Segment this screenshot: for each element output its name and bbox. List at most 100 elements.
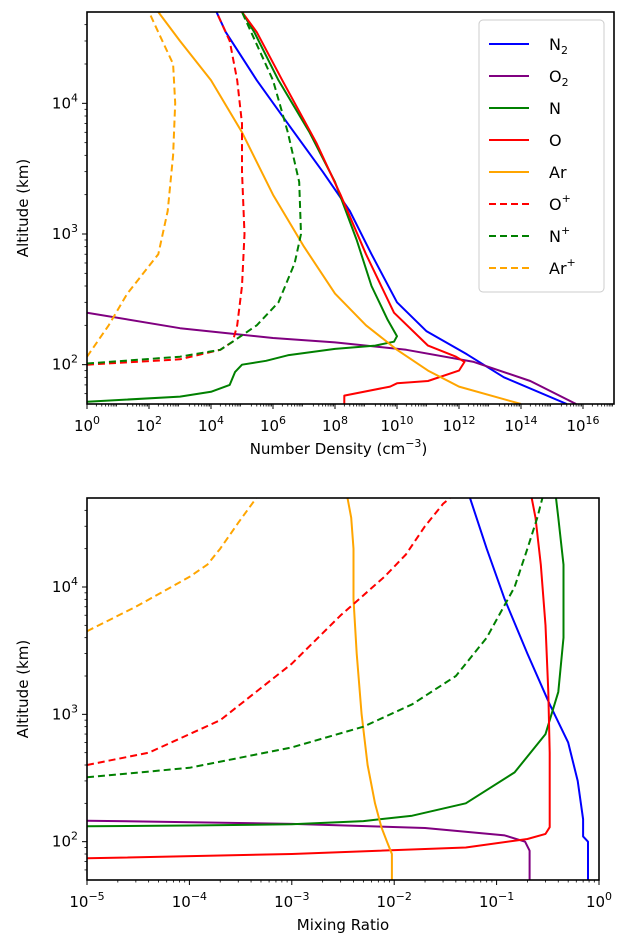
- y-tick-label-exp: 3: [71, 222, 78, 235]
- x-tick-label-exp: −5: [88, 890, 104, 903]
- x-tick-label-base: 10: [586, 893, 605, 911]
- series-line-1-6: [87, 12, 302, 365]
- x-tick-label-base: 10: [69, 893, 88, 911]
- y-tick-label: 103: [52, 222, 78, 243]
- y-tick-label-exp: 4: [71, 91, 78, 104]
- y-tick-label-base: 10: [52, 225, 71, 243]
- y-tick-label-exp: 2: [71, 830, 78, 843]
- y-axis-label: Altitude (km): [14, 159, 32, 257]
- x-axis-label: Number Density (cm−3): [250, 437, 428, 458]
- legend-label: O2: [549, 67, 569, 89]
- x-tick-label: 10−2: [377, 890, 412, 911]
- legend-label-name: Ar: [549, 163, 567, 182]
- x-tick-label-exp: 10: [400, 414, 414, 427]
- legend-label-name: O: [549, 195, 562, 214]
- x-axis-label-text: Mixing Ratio: [297, 916, 389, 934]
- series-line-2-4: [346, 498, 393, 880]
- x-tick-label-base: 10: [566, 417, 585, 435]
- plot-area: [87, 498, 589, 880]
- series-line-1-0: [215, 12, 568, 404]
- x-axis-label-suffix: ): [421, 440, 427, 458]
- series-line-2-5: [87, 498, 451, 766]
- legend-label-name: O: [549, 131, 562, 150]
- y-tick-label-exp: 2: [71, 353, 78, 366]
- x-tick-label-exp: −2: [396, 890, 412, 903]
- x-tick-label-exp: 16: [586, 414, 600, 427]
- y-tick-label: 104: [52, 575, 78, 596]
- y-tick-label-base: 10: [52, 94, 71, 112]
- x-tick-label-base: 10: [380, 417, 399, 435]
- x-tick-label-exp: 8: [341, 414, 348, 427]
- x-tick-label: 1012: [442, 414, 475, 435]
- y-tick-label-base: 10: [52, 578, 71, 596]
- series-line-2-0: [469, 498, 589, 880]
- x-tick-label: 100: [586, 890, 612, 911]
- y-tick-label-base: 10: [52, 833, 71, 851]
- x-tick-label: 10−4: [172, 890, 207, 911]
- chart-panel-1: 100 102 104 106 108 1010 1012 1014 1016102103104…: [14, 11, 615, 458]
- x-tick-label-exp: −1: [498, 890, 514, 903]
- legend-label-name: N: [549, 99, 561, 118]
- series-line-2-6: [87, 498, 544, 779]
- series-line-2-7: [87, 498, 258, 633]
- y-tick-label-exp: 3: [71, 702, 78, 715]
- legend-label: N+: [549, 224, 570, 246]
- legend-label: O+: [549, 192, 571, 214]
- x-tick-label: 10−1: [479, 890, 514, 911]
- x-tick-label-base: 10: [377, 893, 396, 911]
- axes-frame: [86, 497, 600, 881]
- x-axis-label-sup: −3: [405, 437, 421, 450]
- y-axis-label-text: Altitude (km): [14, 159, 32, 257]
- series-line-2-1: [87, 819, 531, 880]
- x-tick-label: 104: [198, 414, 224, 435]
- x-tick-label-exp: 12: [462, 414, 476, 427]
- x-tick-label-exp: 4: [217, 414, 224, 427]
- legend-label-name: N: [549, 35, 561, 54]
- series-line-1-3: [241, 12, 466, 404]
- x-tick-label-exp: −3: [293, 890, 309, 903]
- legend-label-sup: +: [562, 192, 571, 205]
- legend-label-name: O: [549, 67, 562, 86]
- x-tick-label: 106: [260, 414, 286, 435]
- legend-frame: [478, 19, 605, 293]
- x-tick-label: 1016: [566, 414, 599, 435]
- series-line-1-1: [87, 311, 577, 404]
- y-tick-label: 102: [52, 830, 78, 851]
- legend-label-sub: 2: [562, 76, 569, 89]
- x-tick-label: 1014: [504, 414, 537, 435]
- y-tick-label: 103: [52, 702, 78, 723]
- x-tick-label-exp: −4: [191, 890, 207, 903]
- series-line-1-4: [157, 12, 522, 404]
- x-tick-label-base: 10: [274, 893, 293, 911]
- x-tick-label: 102: [136, 414, 162, 435]
- axes-frame: [86, 11, 615, 405]
- x-tick-label-base: 10: [172, 893, 191, 911]
- x-tick-label-base: 10: [198, 417, 217, 435]
- legend-label-name: Ar: [549, 259, 567, 278]
- x-tick-label-exp: 0: [93, 414, 100, 427]
- legend-label-sup: +: [561, 224, 570, 237]
- y-tick-label: 104: [52, 91, 78, 112]
- legend-label: N2: [549, 35, 568, 57]
- x-tick-label-base: 10: [504, 417, 523, 435]
- x-tick-label: 1010: [380, 414, 413, 435]
- y-tick-label-base: 10: [52, 705, 71, 723]
- y-tick-label-exp: 4: [71, 575, 78, 588]
- x-tick-label-base: 10: [74, 417, 93, 435]
- x-tick-label-base: 10: [260, 417, 279, 435]
- x-tick-label-base: 10: [322, 417, 341, 435]
- series-line-1-7: [87, 12, 177, 358]
- plot-area: [87, 12, 577, 404]
- x-tick-label-base: 10: [479, 893, 498, 911]
- x-tick-label: 100: [74, 414, 100, 435]
- series-line-1-2: [87, 12, 398, 403]
- x-tick-label: 10−3: [274, 890, 309, 911]
- x-tick-label-base: 10: [136, 417, 155, 435]
- legend-label: Ar: [549, 163, 567, 182]
- y-tick-label: 102: [52, 353, 78, 374]
- y-axis-label-text: Altitude (km): [14, 640, 32, 738]
- x-tick-label-base: 10: [442, 417, 461, 435]
- legend-label: O: [549, 131, 562, 150]
